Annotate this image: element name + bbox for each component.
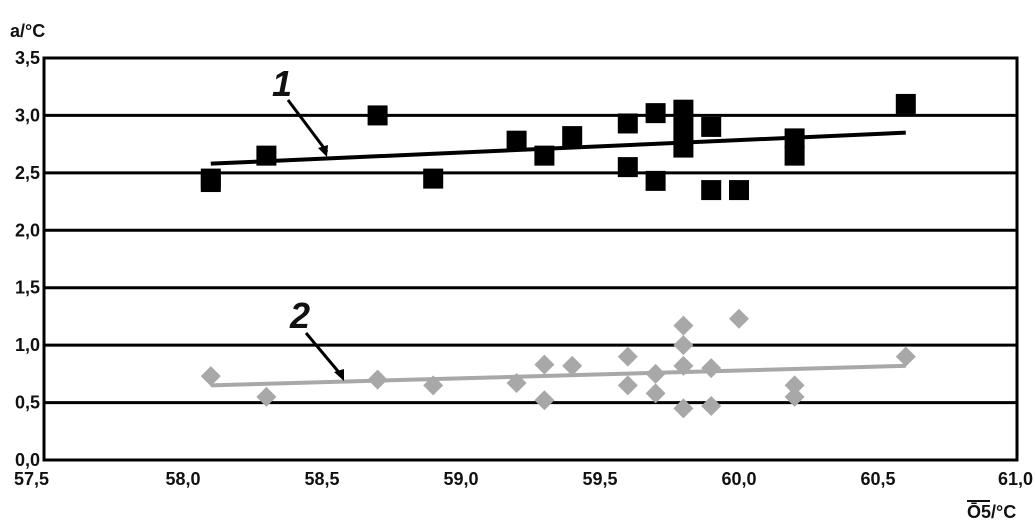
data-point-series-1 <box>673 119 694 140</box>
data-point-series-1 <box>200 172 221 193</box>
y-tick-labels: 0,0 0,5 1,0 1,5 2,0 2,5 3,0 3,5 <box>15 48 40 470</box>
data-point-series-2 <box>256 386 277 407</box>
y-tick-label: 3,5 <box>15 48 40 68</box>
data-point-series-2 <box>506 373 527 394</box>
data-point-series-1 <box>673 137 694 158</box>
data-point-series-1 <box>784 128 805 149</box>
x-tick-label: 60,0 <box>721 469 756 489</box>
data-point-series-1 <box>617 157 638 178</box>
grid-lines <box>44 56 1017 462</box>
y-tick-label: 1,5 <box>15 278 40 298</box>
y-tick-label: 2,0 <box>15 220 40 240</box>
y-tick-label: 2,5 <box>15 163 40 183</box>
data-point-series-2 <box>617 346 638 367</box>
plot-frame <box>42 56 1019 462</box>
x-tick-labels: 57,5 58,0 58,5 59,0 59,5 60,0 60,5 61,0 <box>14 469 1033 489</box>
x-tick-label: 58,0 <box>165 469 200 489</box>
data-point-series-1 <box>673 99 694 120</box>
data-point-series-1 <box>534 145 555 166</box>
x-tick-label: 59,5 <box>582 469 617 489</box>
data-point-series-2 <box>784 375 805 396</box>
data-point-series-2 <box>673 335 694 356</box>
x-tick-label: 60,5 <box>860 469 895 489</box>
data-point-series-2 <box>645 363 666 384</box>
annotations: 1 2 <box>272 63 344 381</box>
data-point-series-2 <box>701 396 722 417</box>
y-tick-label: 1,0 <box>15 335 40 355</box>
data-point-series-2 <box>367 369 388 390</box>
y-tick-label: 0,0 <box>15 450 40 470</box>
data-point-series-2 <box>423 375 444 396</box>
data-points <box>200 93 916 419</box>
x-tick-label: 58,5 <box>304 469 339 489</box>
trend-line-series-2 <box>210 363 906 388</box>
data-point-series-1 <box>256 145 277 166</box>
data-point-series-2 <box>895 346 916 367</box>
data-point-series-1 <box>701 116 722 137</box>
y-tick-label: 3,0 <box>15 105 40 125</box>
data-point-series-2 <box>673 315 694 336</box>
data-point-series-1 <box>562 126 583 147</box>
x-tick-label: 57,5 <box>14 469 49 489</box>
data-point-series-2 <box>534 354 555 375</box>
data-point-series-2 <box>562 355 583 376</box>
x-axis-label: Ō5/°C <box>967 502 1016 522</box>
y-axis-label: a/°C <box>10 21 45 41</box>
y-tick-label: 0,5 <box>15 393 40 413</box>
annotation-label-2: 2 <box>289 295 310 336</box>
x-tick-label: 59,0 <box>443 469 478 489</box>
data-point-series-2 <box>645 383 666 404</box>
data-point-series-1 <box>701 180 722 201</box>
data-point-series-1 <box>367 105 388 126</box>
x-tick-label: 61,0 <box>998 469 1033 489</box>
data-point-series-1 <box>506 130 527 151</box>
data-point-series-1 <box>784 145 805 166</box>
data-point-series-2 <box>673 355 694 376</box>
data-point-series-2 <box>673 398 694 419</box>
data-point-series-1 <box>617 113 638 134</box>
data-point-series-1 <box>645 170 666 191</box>
data-point-series-2 <box>200 366 221 387</box>
annotation-arrowhead-2 <box>334 369 344 381</box>
trend-lines <box>210 130 906 388</box>
data-point-series-2 <box>534 390 555 411</box>
data-point-series-2 <box>784 386 805 407</box>
annotation-arrow-2 <box>304 332 344 377</box>
annotation-arrow-1 <box>286 99 329 153</box>
data-point-series-2 <box>729 308 749 329</box>
data-point-series-1 <box>423 168 444 189</box>
annotation-label-1: 1 <box>272 63 292 104</box>
data-point-series-1 <box>729 180 749 201</box>
data-point-series-2 <box>617 375 638 396</box>
data-point-series-1 <box>645 103 666 124</box>
annotation-arrowhead-1 <box>318 145 328 157</box>
data-point-series-2 <box>701 358 722 379</box>
data-point-series-1 <box>895 93 916 114</box>
